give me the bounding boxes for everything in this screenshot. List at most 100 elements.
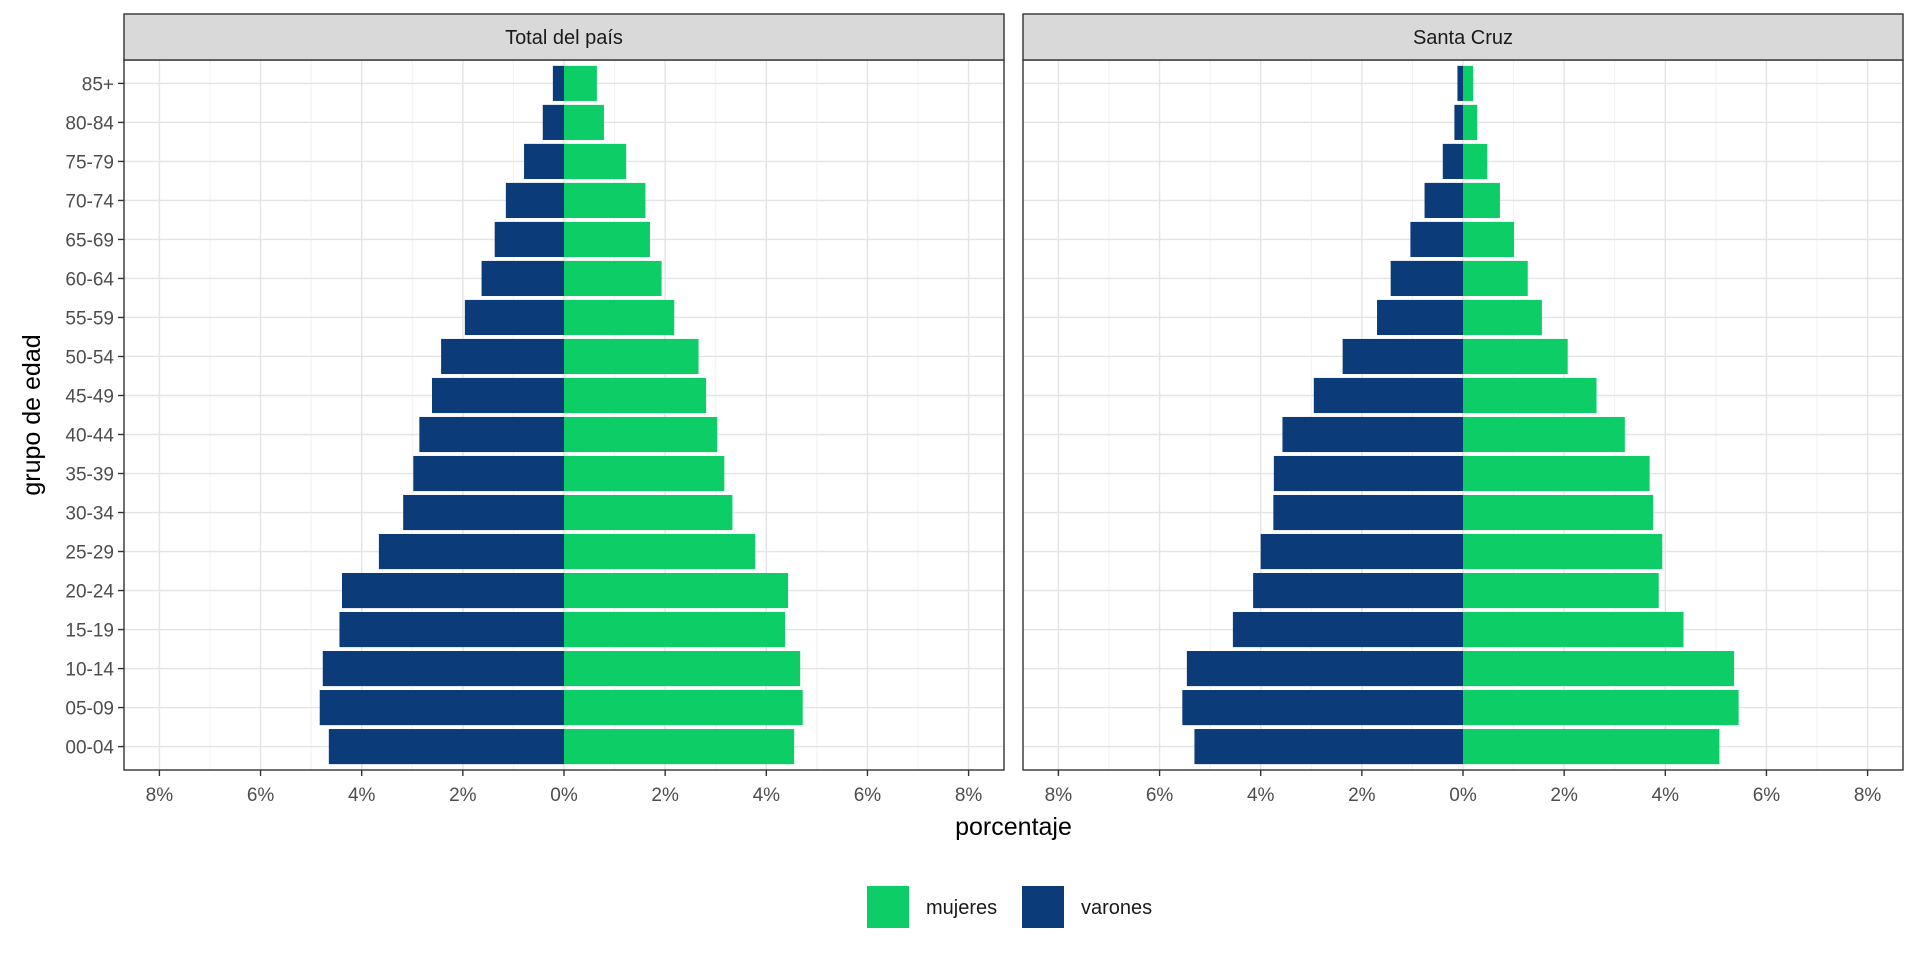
bar-mujeres: [1463, 143, 1488, 179]
bar-varones: [524, 143, 564, 179]
y-tick-label: 80-84: [65, 113, 114, 134]
y-tick-label: 40-44: [65, 426, 114, 447]
x-tick-label: 4%: [753, 785, 781, 806]
bar-mujeres: [1463, 221, 1515, 258]
bar-mujeres: [1463, 65, 1474, 101]
y-tick-label: 00-04: [65, 738, 114, 759]
bar-mujeres: [1463, 416, 1625, 453]
bar-varones: [552, 65, 564, 101]
bar-mujeres: [1463, 338, 1568, 375]
bar-mujeres: [564, 143, 627, 179]
x-tick-label: 6%: [1753, 785, 1781, 806]
bar-varones: [542, 104, 564, 140]
bar-varones: [341, 572, 564, 609]
x-tick-label: 0%: [550, 785, 578, 806]
legend-key-varones: [1022, 886, 1064, 928]
bar-varones: [1273, 455, 1463, 492]
bar-varones: [505, 182, 564, 218]
bar-mujeres: [1463, 494, 1654, 531]
x-tick-label: 0%: [1449, 785, 1477, 806]
bar-varones: [494, 221, 564, 258]
bar-mujeres: [1463, 533, 1663, 570]
bar-varones: [322, 651, 564, 687]
bar-mujeres: [564, 299, 675, 336]
x-tick-label: 4%: [348, 785, 376, 806]
bar-mujeres: [1463, 572, 1659, 609]
bar-mujeres: [564, 104, 604, 140]
bar-mujeres: [564, 494, 733, 531]
bar-varones: [1182, 690, 1463, 726]
x-tick-label: 2%: [449, 785, 477, 806]
bar-mujeres: [1463, 690, 1739, 726]
bar-mujeres: [1463, 260, 1528, 297]
bar-varones: [319, 690, 564, 726]
bar-varones: [1186, 651, 1463, 687]
bar-varones: [481, 260, 564, 297]
bar-varones: [1390, 260, 1463, 297]
bar-varones: [1282, 416, 1463, 453]
bar-mujeres: [564, 651, 801, 687]
bar-mujeres: [564, 690, 803, 726]
bar-varones: [1424, 182, 1463, 218]
bar-mujeres: [564, 612, 786, 648]
legend-key-mujeres: [867, 886, 909, 928]
facet-strip: [123, 13, 1005, 61]
bar-mujeres: [1463, 299, 1542, 336]
bar-varones: [464, 299, 564, 336]
x-tick-label: 2%: [1348, 785, 1376, 806]
bar-varones: [419, 416, 564, 453]
bar-mujeres: [564, 377, 707, 414]
x-tick-label: 6%: [1146, 785, 1174, 806]
bar-varones: [328, 729, 564, 765]
bar-mujeres: [1463, 455, 1650, 492]
bar-mujeres: [564, 65, 597, 101]
bar-mujeres: [564, 533, 756, 570]
bar-varones: [1194, 729, 1463, 765]
legend-label: varones: [1081, 897, 1152, 919]
bar-varones: [1457, 65, 1463, 101]
bar-varones: [1313, 377, 1463, 414]
y-tick-label: 50-54: [65, 347, 114, 368]
bar-varones: [403, 494, 564, 531]
bar-mujeres: [564, 416, 718, 453]
bar-varones: [1253, 572, 1463, 609]
bar-mujeres: [1463, 182, 1500, 218]
x-tick-label: 8%: [955, 785, 983, 806]
bar-varones: [1232, 612, 1463, 648]
x-axis-title: porcentaje: [955, 813, 1072, 841]
x-tick-label: 4%: [1652, 785, 1680, 806]
legend-label: mujeres: [926, 897, 997, 919]
y-tick-label: 05-09: [65, 699, 114, 720]
x-tick-label: 4%: [1247, 785, 1275, 806]
bar-mujeres: [564, 455, 725, 492]
y-tick-label: 85+: [82, 74, 114, 95]
facet-title: Santa Cruz: [1413, 27, 1513, 49]
y-axis-title: grupo de edad: [18, 334, 46, 495]
bar-mujeres: [1463, 612, 1684, 648]
y-tick-label: 25-29: [65, 543, 114, 564]
bar-varones: [413, 455, 564, 492]
bar-varones: [1442, 143, 1463, 179]
bar-mujeres: [564, 182, 646, 218]
x-tick-label: 8%: [146, 785, 174, 806]
facet-strip: [1022, 13, 1904, 61]
y-tick-label: 65-69: [65, 230, 114, 251]
bar-varones: [1377, 299, 1463, 336]
y-tick-label: 30-34: [65, 504, 114, 525]
y-tick-label: 35-39: [65, 465, 114, 486]
bar-mujeres: [564, 729, 795, 765]
y-tick-label: 55-59: [65, 308, 114, 329]
y-tick-label: 60-64: [65, 269, 114, 290]
y-tick-label: 10-14: [65, 660, 114, 681]
bar-mujeres: [564, 260, 662, 297]
bar-mujeres: [1463, 729, 1720, 765]
bar-varones: [339, 612, 564, 648]
bar-varones: [1260, 533, 1463, 570]
bar-mujeres: [1463, 104, 1478, 140]
bar-varones: [441, 338, 564, 375]
facet-title: Total del país: [505, 27, 623, 49]
y-tick-label: 15-19: [65, 621, 114, 642]
bar-varones: [432, 377, 564, 414]
